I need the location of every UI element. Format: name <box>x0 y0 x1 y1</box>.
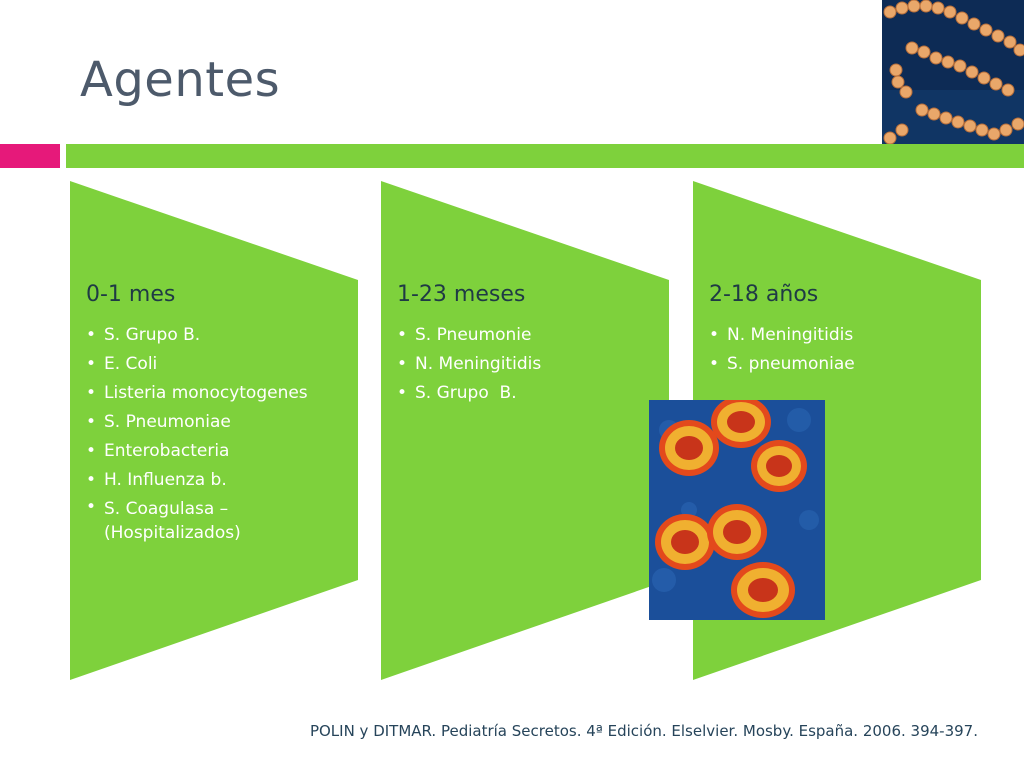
list-item: E. Coli <box>86 350 356 379</box>
list-item: S. Grupo B. <box>86 321 356 350</box>
bullet-list: N. Meningitidis S. pneumoniae <box>709 321 979 379</box>
column-0-1-mes: 0-1 mes S. Grupo B. E. Coli Listeria mon… <box>86 282 356 545</box>
list-item: S. Coagulasa – (Hospitalizados) <box>86 495 304 545</box>
accent-bar-pink <box>0 144 60 168</box>
citation: POLIN y DITMAR. Pediatría Secretos. 4ª E… <box>309 722 978 740</box>
bullet-list: S. Pneumonie N. Meningitidis S. Grupo B. <box>397 321 667 408</box>
accent-bar-green <box>66 144 1024 168</box>
list-item: S. Pneumonie <box>397 321 667 350</box>
list-item: Enterobacteria <box>86 437 356 466</box>
slide-title: Agentes <box>80 52 281 108</box>
column-heading: 1-23 meses <box>397 282 526 307</box>
list-item: S. pneumoniae <box>709 350 979 379</box>
chevron-panel-2 <box>381 181 669 680</box>
column-2-18-anos: 2-18 años N. Meningitidis S. pneumoniae <box>709 282 979 379</box>
list-item: Listeria monocytogenes <box>86 379 356 408</box>
list-item: S. Pneumoniae <box>86 408 356 437</box>
list-item: H. Influenza b. <box>86 466 356 495</box>
list-item: S. Grupo B. <box>397 379 667 408</box>
column-heading: 0-1 mes <box>86 282 176 307</box>
streptococcus-photo <box>882 0 1024 144</box>
list-item: N. Meningitidis <box>397 350 667 379</box>
list-item: N. Meningitidis <box>709 321 979 350</box>
column-1-23-meses: 1-23 meses S. Pneumonie N. Meningitidis … <box>397 282 667 408</box>
column-heading: 2-18 años <box>709 282 819 307</box>
diplococci-photo <box>649 400 825 620</box>
bullet-list: S. Grupo B. E. Coli Listeria monocytogen… <box>86 321 356 545</box>
